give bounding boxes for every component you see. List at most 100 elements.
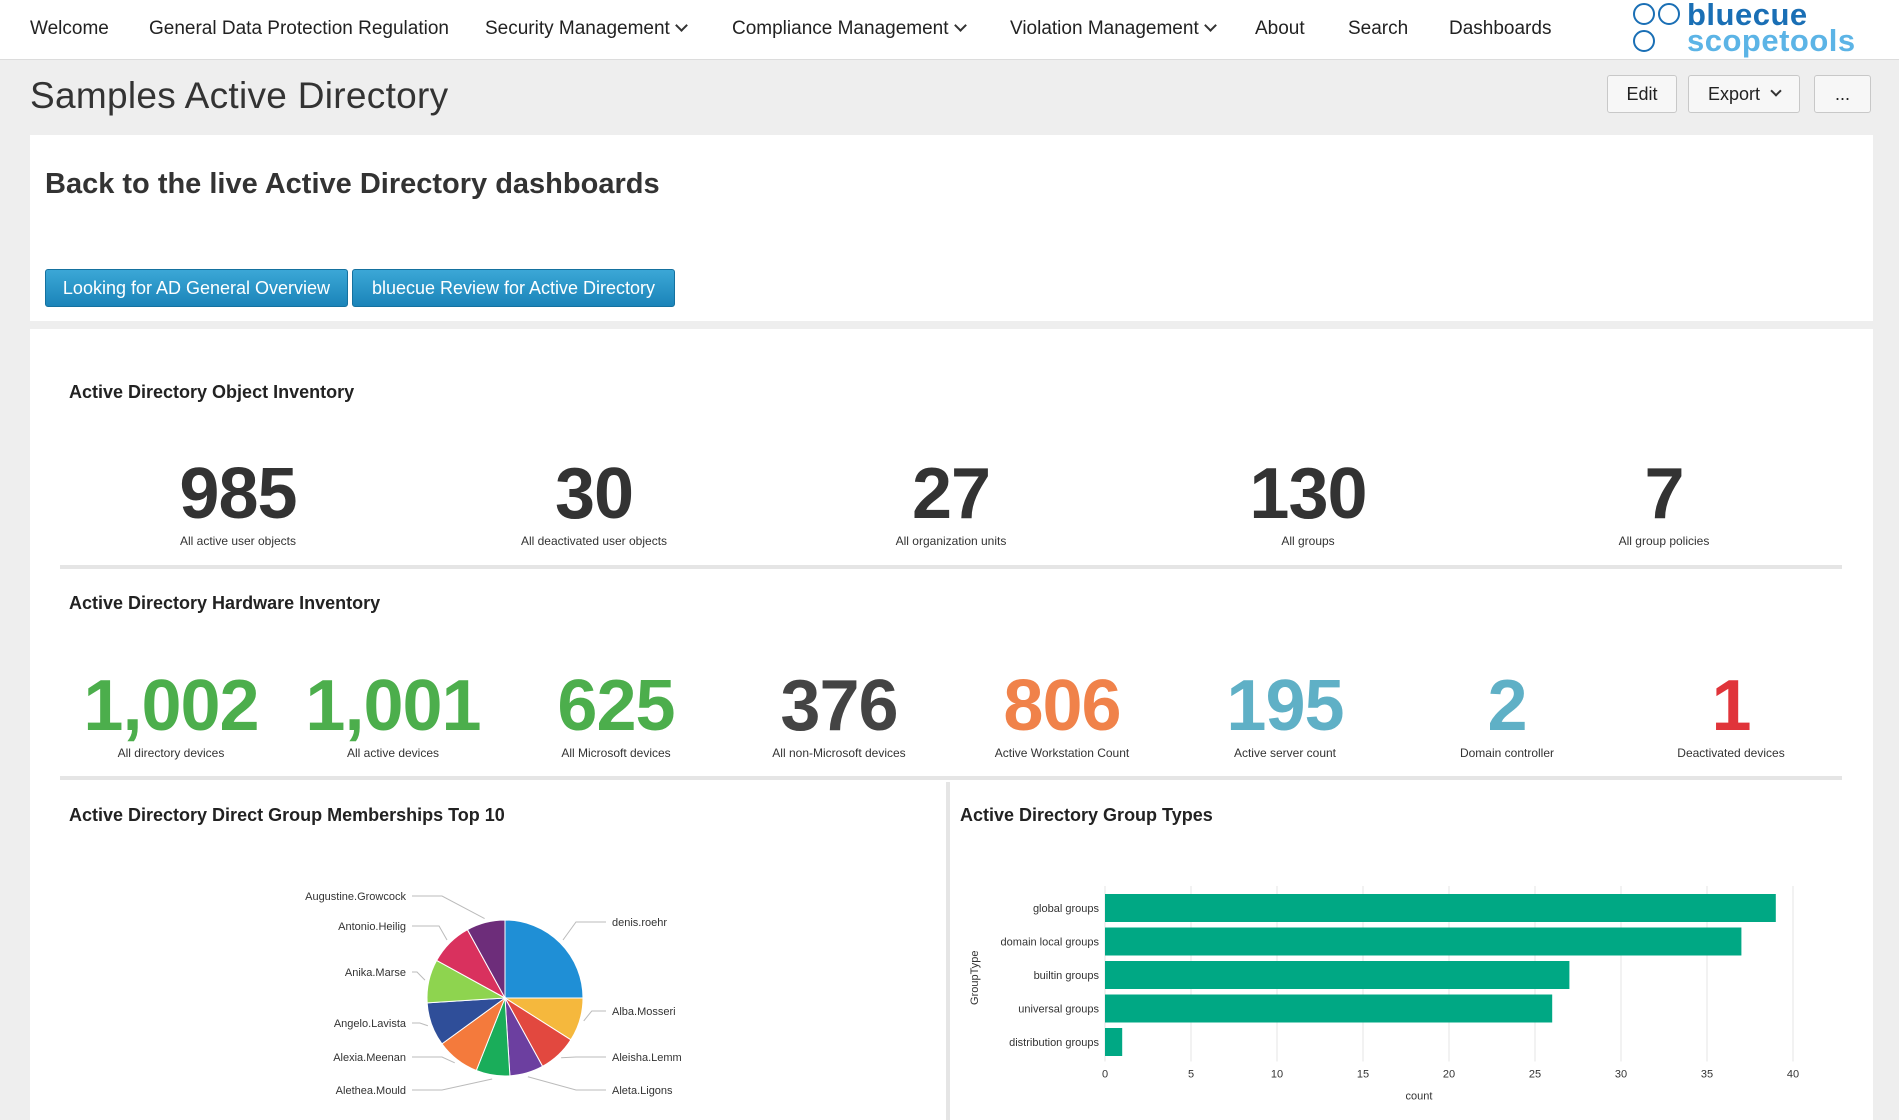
nav-security-label: Security Management	[485, 18, 670, 39]
export-button[interactable]: Export	[1688, 75, 1800, 113]
x-tick-label: 35	[1701, 1069, 1713, 1081]
kpi-value: 2	[1487, 666, 1527, 746]
kpi-groups[interactable]: 130 All groups	[1208, 458, 1408, 548]
more-options-button[interactable]: ...	[1814, 75, 1871, 113]
top-navigation: Welcome General Data Protection Regulati…	[0, 0, 1899, 60]
kpi-value: 1,002	[83, 666, 259, 746]
nav-dashboards[interactable]: Dashboards	[1449, 18, 1552, 39]
chevron-down-icon	[1203, 19, 1217, 32]
hardware-kpi-3[interactable]: 376 All non-Microsoft devices	[729, 670, 949, 760]
bar[interactable]	[1105, 894, 1776, 922]
nav-violation-management[interactable]: Violation Management	[1010, 18, 1217, 40]
x-tick-label: 0	[1102, 1069, 1108, 1081]
group-types-title: Active Directory Group Types	[960, 805, 1213, 825]
object-inventory-title: Active Directory Object Inventory	[69, 382, 355, 402]
pie-leader-line	[412, 895, 485, 920]
ad-general-overview-button[interactable]: Looking for AD General Overview	[45, 269, 348, 307]
section-divider	[60, 565, 1842, 569]
pie-slice-label: Aleta.Ligons	[612, 1085, 673, 1097]
pie-leader-line	[583, 1010, 606, 1022]
pie-leader-line	[412, 1022, 429, 1027]
kpi-label: Active Workstation Count	[994, 746, 1130, 760]
hardware-kpi-0[interactable]: 1,002 All directory devices	[61, 670, 281, 760]
kpi-label: Deactivated devices	[1677, 746, 1785, 760]
hardware-kpi-2[interactable]: 625 All Microsoft devices	[506, 670, 726, 760]
nav-compliance-management[interactable]: Compliance Management	[732, 18, 967, 40]
edit-button[interactable]: Edit	[1607, 75, 1677, 113]
nav-welcome[interactable]: Welcome	[30, 18, 109, 39]
pie-leader-line	[562, 921, 606, 941]
logo-circle-icon	[1633, 30, 1655, 52]
x-tick-label: 5	[1188, 1069, 1194, 1081]
hardware-kpi-6[interactable]: 2 Domain controller	[1397, 670, 1617, 760]
pie-slice-label: Antonio.Heilig	[338, 921, 406, 933]
group-memberships-title: Active Directory Direct Group Membership…	[69, 805, 505, 825]
pie-leader-line	[527, 1076, 606, 1091]
nav-gdpr[interactable]: General Data Protection Regulation	[149, 18, 449, 39]
nav-compliance-label: Compliance Management	[732, 18, 949, 39]
chevron-down-icon	[1770, 85, 1782, 97]
hardware-inventory-title: Active Directory Hardware Inventory	[69, 593, 381, 613]
kpi-value: 7	[1644, 454, 1684, 534]
pie-slice[interactable]	[466, 919, 506, 999]
kpi-deactivated-user-objects[interactable]: 30 All deactivated user objects	[494, 458, 694, 548]
column-divider	[946, 782, 950, 1120]
kpi-value: 625	[557, 666, 675, 746]
bluecue-review-button[interactable]: bluecue Review for Active Directory	[352, 269, 675, 307]
bar[interactable]	[1105, 927, 1742, 956]
kpi-label: All directory devices	[117, 746, 225, 760]
pie-slice-label: Alethea.Mould	[336, 1085, 406, 1097]
pie-leader-line	[561, 1056, 606, 1059]
kpi-value: 985	[179, 454, 297, 534]
pie-slice-label: Augustine.Growcock	[305, 891, 406, 903]
kpi-label: All organization units	[895, 534, 1007, 548]
pie-slice-label: Alexia.Meenan	[333, 1052, 406, 1064]
group-memberships-pie-chart: denis.roehr Alba.Mosseri Aleisha.Lemm Aleta…	[305, 891, 682, 1097]
bar[interactable]	[1105, 1028, 1123, 1056]
kpi-label: All group policies	[1618, 534, 1710, 548]
y-axis-label: GroupType	[969, 951, 981, 1005]
kpi-value: 130	[1249, 454, 1367, 534]
chevron-down-icon	[674, 19, 688, 32]
y-category-label: universal groups	[1018, 1004, 1099, 1016]
nav-search[interactable]: Search	[1348, 18, 1409, 39]
bar[interactable]	[1105, 961, 1570, 989]
kpi-label: Active server count	[1233, 746, 1337, 760]
pie-slice[interactable]	[504, 919, 584, 999]
kpi-value: 30	[554, 454, 634, 534]
y-category-label: global groups	[1033, 903, 1100, 915]
nav-security-management[interactable]: Security Management	[485, 18, 688, 40]
x-tick-label: 25	[1529, 1069, 1541, 1081]
hardware-kpi-7[interactable]: 1 Deactivated devices	[1621, 670, 1841, 760]
kpi-label: Domain controller	[1459, 746, 1555, 760]
y-category-label: domain local groups	[1001, 937, 1100, 949]
pie-leader-line	[412, 1056, 455, 1064]
kpi-value: 1,001	[305, 666, 481, 746]
kpi-label: All deactivated user objects	[520, 534, 668, 548]
pie-slice-label: Angelo.Lavista	[334, 1018, 407, 1030]
x-tick-label: 20	[1443, 1069, 1455, 1081]
nav-about[interactable]: About	[1255, 18, 1305, 39]
bar[interactable]	[1105, 994, 1553, 1023]
kpi-organization-units[interactable]: 27 All organization units	[851, 458, 1051, 548]
y-category-label: builtin groups	[1034, 970, 1100, 982]
bluecue-logo[interactable]: bluecue scopetools	[1630, 0, 1880, 58]
pie-slice-label: denis.roehr	[612, 917, 667, 929]
hardware-kpi-5[interactable]: 195 Active server count	[1175, 670, 1395, 760]
x-tick-label: 40	[1787, 1069, 1799, 1081]
pie-leader-line	[412, 1078, 493, 1091]
hardware-kpi-4[interactable]: 806 Active Workstation Count	[952, 670, 1172, 760]
pie-leader-line	[412, 925, 448, 941]
pie-slice-label: Aleisha.Lemm	[612, 1052, 682, 1064]
banner-title: Back to the live Active Directory dashbo…	[45, 168, 660, 200]
page-title: Samples Active Directory	[30, 75, 449, 116]
kpi-value: 376	[780, 666, 898, 746]
kpi-active-user-objects[interactable]: 985 All active user objects	[138, 458, 338, 548]
logo-circle-icon	[1633, 3, 1655, 25]
x-tick-label: 15	[1357, 1069, 1369, 1081]
kpi-value: 27	[911, 454, 991, 534]
pie-slice-label: Anika.Marse	[345, 967, 406, 979]
kpi-group-policies[interactable]: 7 All group policies	[1564, 458, 1764, 548]
kpi-label: All Microsoft devices	[561, 746, 671, 760]
hardware-kpi-1[interactable]: 1,001 All active devices	[283, 670, 503, 760]
